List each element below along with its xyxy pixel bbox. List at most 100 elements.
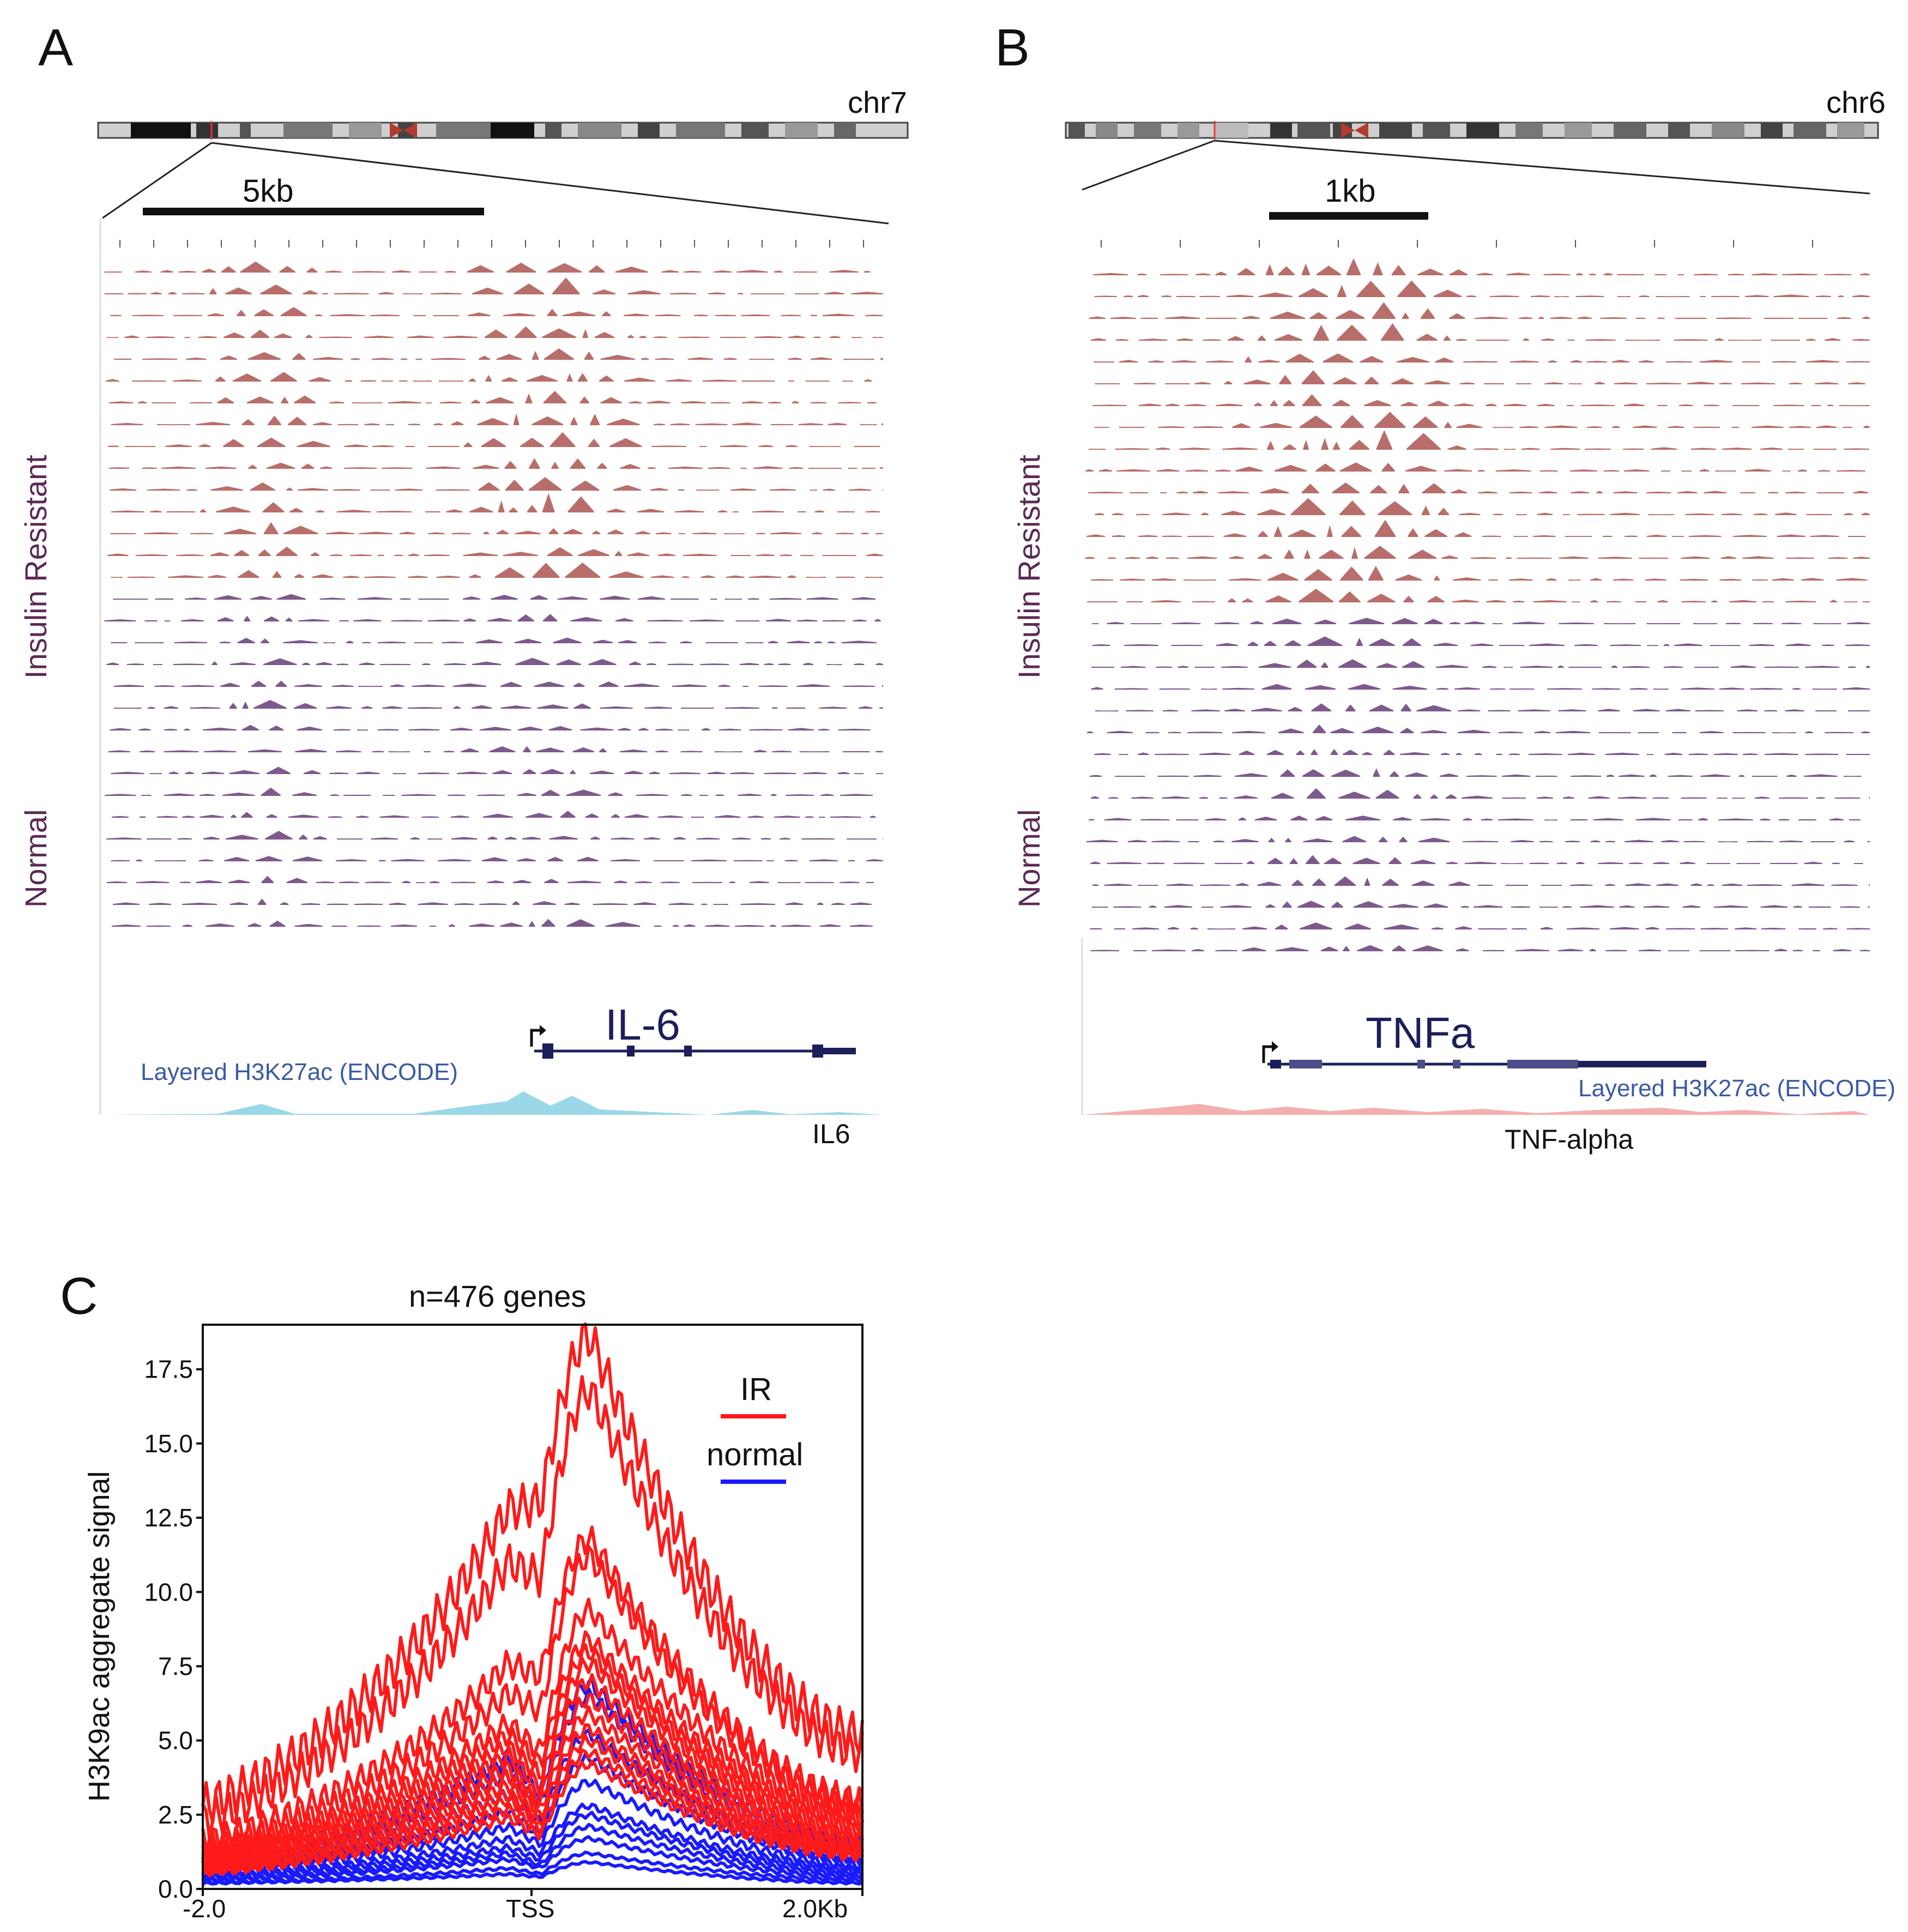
- track-normal: [111, 856, 884, 861]
- series-line-normal: [202, 1859, 864, 1886]
- panel-b-encode-label: Layered H3K27ac (ENCODE): [1578, 1075, 1896, 1102]
- track-normal: [1091, 659, 1870, 668]
- chart-y-tick-label: 0.0: [158, 1875, 193, 1903]
- track-normal: [1089, 816, 1861, 820]
- panel-a-encode-track: [101, 1091, 883, 1115]
- series-line-ir: [201, 1673, 863, 1871]
- track-insulin-resistant: [1087, 588, 1870, 602]
- chart-x-tick-label: TSS: [506, 1894, 555, 1923]
- track-insulin-resistant: [1090, 566, 1868, 581]
- track-normal: [1090, 855, 1863, 864]
- chart-y-tick-label: 10.0: [144, 1578, 193, 1606]
- track-insulin-resistant: [1089, 302, 1870, 319]
- track-normal: [1087, 724, 1870, 733]
- panel-a-encode-label: Layered H3K27ac (ENCODE): [141, 1059, 458, 1085]
- track-normal: [114, 699, 884, 709]
- series-line-ir: [201, 1759, 864, 1877]
- chart-y-tick-label: 2.5: [158, 1801, 193, 1829]
- track-insulin-resistant: [110, 522, 883, 534]
- chart-x-tick-label: -2.0: [183, 1894, 226, 1923]
- track-normal: [1089, 768, 1862, 777]
- panel-a-chromosome-label: chr7: [848, 85, 907, 119]
- panel-a-gene-caption: IL6: [812, 1119, 850, 1149]
- track-insulin-resistant: [111, 563, 883, 578]
- track-normal: [1086, 836, 1870, 842]
- panel-b-ideogram: [1065, 121, 1879, 195]
- panel-b-letter: B: [995, 19, 1030, 77]
- track-insulin-resistant: [104, 277, 883, 294]
- track-normal: [111, 637, 877, 643]
- track-normal: [112, 811, 876, 818]
- panel-b-chromosome-label: chr6: [1826, 85, 1886, 119]
- chart-x-tick-label: 2.0Kb: [782, 1894, 848, 1923]
- track-normal: [105, 787, 873, 796]
- track-insulin-resistant: [1088, 482, 1868, 493]
- track-insulin-resistant: [1094, 280, 1870, 297]
- track-insulin-resistant: [1095, 370, 1865, 384]
- track-normal: [106, 657, 883, 665]
- panel-c-letter: C: [60, 1267, 98, 1325]
- genome-browser-graphics: [97, 121, 1879, 1115]
- legend-label-normal: normal: [707, 1437, 804, 1472]
- track-normal: [111, 919, 873, 927]
- series-line-normal: [201, 1778, 864, 1879]
- track-normal: [108, 746, 883, 752]
- series-line-ir: [201, 1525, 864, 1852]
- track-normal: [1091, 684, 1870, 690]
- track-normal: [1090, 945, 1870, 951]
- track-normal: [113, 680, 883, 687]
- track-insulin-resistant: [1094, 412, 1870, 428]
- series-line-ir: [201, 1693, 864, 1871]
- series-line-normal: [202, 1822, 864, 1884]
- panel-b-encode-track: [1082, 1104, 1870, 1115]
- track-normal: [111, 766, 883, 774]
- track-normal: [1095, 703, 1870, 711]
- track-insulin-resistant: [1092, 394, 1870, 406]
- track-normal: [113, 594, 876, 600]
- panel-a-gene-model: [530, 1025, 856, 1059]
- track-normal: [106, 831, 884, 840]
- track-normal: [1092, 618, 1870, 624]
- series-line-ir: [201, 1375, 864, 1839]
- panel-a-ruler: [119, 240, 864, 247]
- chart-title: n=476 genes: [409, 1279, 587, 1313]
- series-line-normal: [201, 1810, 864, 1881]
- track-normal: [106, 876, 874, 883]
- panel-a-letter: A: [38, 19, 74, 77]
- chart-y-tick-label: 5.0: [158, 1726, 193, 1755]
- track-insulin-resistant: [109, 477, 883, 491]
- panel-a-ideogram: [97, 121, 909, 225]
- panel-b-gene-name: TNFa: [1366, 1009, 1475, 1057]
- chart-y-tick-label: 7.5: [158, 1652, 193, 1680]
- panel-a-gene-name: IL-6: [605, 1000, 680, 1049]
- track-insulin-resistant: [1085, 462, 1865, 472]
- panel-b-gene-caption: TNF-alpha: [1505, 1124, 1634, 1155]
- series-line-ir: [201, 1545, 864, 1862]
- track-normal: [1090, 788, 1870, 799]
- chart-y-tick-label: 12.5: [144, 1504, 193, 1532]
- track-insulin-resistant: [108, 432, 880, 447]
- track-insulin-resistant: [1095, 498, 1870, 515]
- track-insulin-resistant: [111, 413, 884, 425]
- chart-y-axis: 0.0 2.5 5.0 7.5 10.0 12.5 15.0 17.5: [144, 1355, 203, 1903]
- track-insulin-resistant: [106, 372, 872, 382]
- series-line-normal: [202, 1802, 864, 1882]
- series-line-ir: [201, 1322, 864, 1825]
- track-normal: [1092, 876, 1870, 886]
- panel-b-scale-label: 1kb: [1325, 173, 1376, 209]
- track-normal: [1091, 901, 1870, 908]
- track-insulin-resistant: [108, 458, 884, 469]
- track-insulin-resistant: [1090, 323, 1870, 341]
- track-normal: [1090, 922, 1870, 929]
- panel-b-ruler: [1101, 240, 1813, 247]
- chart-y-tick-label: 17.5: [144, 1355, 193, 1384]
- track-normal: [1094, 748, 1870, 755]
- track-insulin-resistant: [104, 261, 871, 273]
- panel-a-scale-label: 5kb: [243, 173, 294, 209]
- track-insulin-resistant: [1086, 520, 1865, 537]
- legend-label-ir: IR: [740, 1372, 772, 1407]
- panel-a-signal-tracks: [104, 261, 884, 927]
- track-insulin-resistant: [110, 307, 883, 316]
- chart-series: [201, 1322, 864, 1886]
